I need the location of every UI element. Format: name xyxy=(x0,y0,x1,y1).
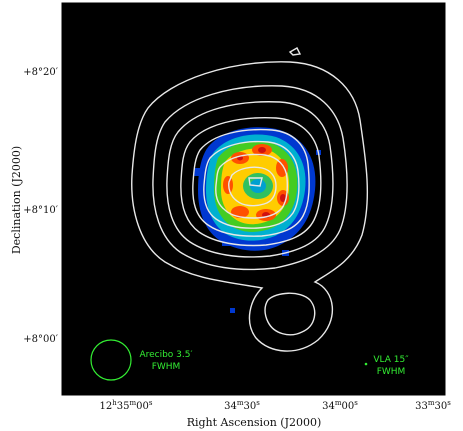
contour-8 xyxy=(228,166,277,207)
vla-beam-label: VLA 15″ xyxy=(373,355,409,365)
contour-3 xyxy=(166,101,334,258)
contour-4 xyxy=(180,117,322,247)
y-tick-label-1: +8°20′ xyxy=(23,67,58,78)
contour-2 xyxy=(152,85,348,271)
contour-6 xyxy=(203,140,300,229)
contour-5 xyxy=(192,128,310,237)
y-tick-label-2: +8°10′ xyxy=(23,205,58,216)
x-tick-label-4: 33m30s xyxy=(415,399,451,412)
vla-beam-dot xyxy=(364,362,368,366)
contour-lobe xyxy=(264,292,316,336)
vla-beam-fwhm: FWHM xyxy=(377,367,406,377)
contour-7 xyxy=(215,153,289,219)
contour-isolated xyxy=(288,47,302,56)
y-tick-label-3: +8°00′ xyxy=(23,334,58,345)
y-axis-title: Declination (J2000) xyxy=(10,146,23,254)
axes-frame xyxy=(61,2,446,396)
contour-peak xyxy=(248,177,263,187)
arecibo-beam-fwhm: FWHM xyxy=(152,362,181,372)
arecibo-beam-label: Arecibo 3.5′ xyxy=(139,350,192,360)
x-tick-label-1: 12h35m00s xyxy=(100,399,153,412)
arecibo-beam-circle xyxy=(90,339,132,381)
x-tick-label-3: 34m00s xyxy=(322,399,358,412)
contour-1 xyxy=(131,61,369,352)
x-tick-label-2: 34m30s xyxy=(224,399,260,412)
contour-lines xyxy=(131,47,369,352)
x-axis-title: Right Ascension (J2000) xyxy=(187,416,322,429)
